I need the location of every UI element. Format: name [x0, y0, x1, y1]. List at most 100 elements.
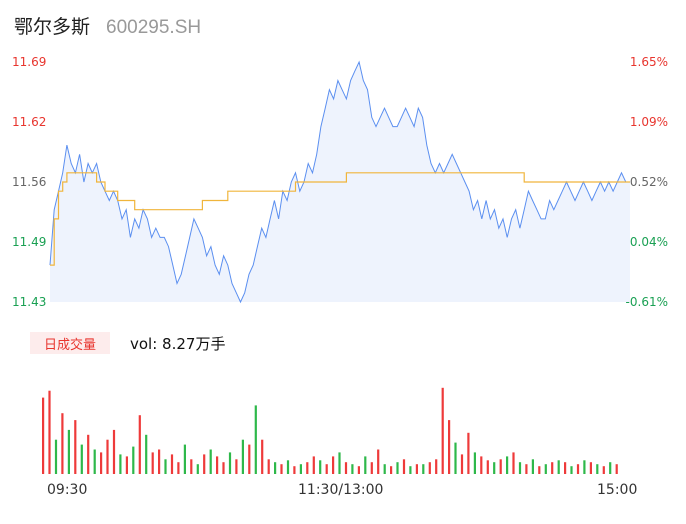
volume-bar: [564, 462, 567, 474]
volume-bar: [203, 454, 206, 474]
average-price-line: [50, 172, 630, 266]
volume-bar: [589, 462, 592, 474]
volume-bar: [61, 413, 64, 474]
volume-bar: [615, 464, 618, 474]
volume-bar: [222, 462, 225, 474]
volume-bar: [344, 462, 348, 474]
volume-bar: [112, 429, 116, 474]
volume-bar: [138, 415, 141, 474]
volume-bar: [570, 466, 573, 474]
volume-bar: [274, 462, 277, 474]
volume-bar: [493, 462, 496, 474]
volume-bar: [151, 452, 154, 474]
stock-code: 600295.SH: [106, 17, 202, 38]
volume-bar: [409, 466, 412, 474]
volume-badge: 日成交量: [30, 332, 110, 354]
stock-name: 鄂尔多斯: [14, 16, 91, 38]
volume-bar: [454, 442, 457, 474]
volume-bar: [106, 439, 109, 474]
volume-bar: [209, 449, 212, 474]
volume-bar: [512, 452, 515, 474]
volume-bar: [364, 456, 367, 474]
volume-bar: [306, 462, 309, 474]
volume-bar: [299, 464, 302, 474]
volume-bar: [280, 464, 283, 474]
volume-bar: [357, 466, 360, 474]
price-tick-2: 11.62: [12, 115, 47, 129]
volume-bar: [325, 464, 328, 474]
price-tick-1: 11.69: [12, 55, 47, 69]
volume-bar: [293, 466, 296, 474]
time-label-midday: 11:30/13:00: [298, 482, 384, 498]
volume-bar: [254, 405, 257, 474]
title-bar: 鄂尔多斯 600295.SH: [14, 12, 201, 40]
volume-bar: [190, 459, 193, 474]
volume-bar: [183, 444, 186, 474]
price-line: [49, 60, 630, 304]
volume-bar: [351, 464, 354, 474]
volume-bar: [435, 459, 438, 474]
volume-bar: [87, 434, 90, 474]
volume-bar: [119, 454, 122, 474]
volume-bar: [467, 432, 470, 474]
volume-bar: [576, 464, 580, 474]
volume-bar: [602, 466, 605, 474]
volume-bar: [132, 446, 135, 474]
volume-bar: [67, 429, 70, 474]
volume-bar: [248, 444, 251, 474]
volume-bar: [396, 462, 399, 474]
volume-bar: [286, 460, 290, 474]
volume-bar: [177, 462, 180, 474]
volume-bar: [402, 459, 406, 474]
volume-bar: [415, 464, 418, 474]
volume-bar: [596, 464, 599, 474]
volume-text: vol: 8.27万手: [130, 335, 226, 353]
volume-bar: [235, 459, 238, 474]
volume-bar: [170, 454, 174, 474]
price-tick-3: 11.56: [12, 175, 47, 189]
volume-bar: [531, 459, 534, 474]
pct-tick-2: 1.09%: [629, 115, 668, 129]
time-label-open: 09:30: [47, 482, 88, 498]
volume-bar: [583, 460, 586, 474]
volume-bar: [158, 449, 161, 474]
volume-bar: [93, 449, 96, 474]
volume-bar: [261, 439, 264, 474]
volume-bar: [319, 460, 322, 474]
volume-bar: [125, 456, 128, 474]
volume-bar: [338, 452, 341, 474]
volume-bar: [525, 464, 528, 474]
volume-bar: [370, 462, 373, 474]
volume-bar: [48, 390, 51, 474]
volume-bar: [480, 456, 483, 474]
volume-bar: [216, 456, 219, 474]
volume-bar: [557, 460, 560, 474]
volume-bar: [196, 464, 199, 474]
time-label-close: 15:00: [597, 482, 638, 498]
volume-bar: [609, 462, 612, 474]
volume-bar: [448, 420, 451, 474]
volume-bar: [499, 459, 502, 474]
volume-bar: [460, 454, 464, 474]
volume-bar: [383, 464, 386, 474]
volume-bar: [332, 456, 335, 474]
volume-bar: [145, 434, 148, 474]
volume-bar: [228, 452, 232, 474]
pct-tick-3: 0.52%: [629, 175, 668, 189]
volume-bar: [312, 456, 315, 474]
volume-bar: [422, 464, 425, 474]
volume-bar: [54, 439, 58, 474]
volume-bar: [473, 452, 476, 474]
volume-bar: [80, 444, 83, 474]
volume-bar: [518, 462, 522, 474]
volume-bar: [100, 452, 103, 474]
volume-bar: [74, 420, 77, 474]
volume-bar: [506, 456, 509, 474]
volume-bar: [241, 439, 244, 474]
volume-bar: [441, 387, 444, 474]
volume-bar: [390, 466, 393, 474]
volume-bar: [551, 462, 554, 474]
pct-tick-1: 1.65%: [629, 55, 668, 69]
price-tick-5: 11.43: [12, 295, 47, 309]
